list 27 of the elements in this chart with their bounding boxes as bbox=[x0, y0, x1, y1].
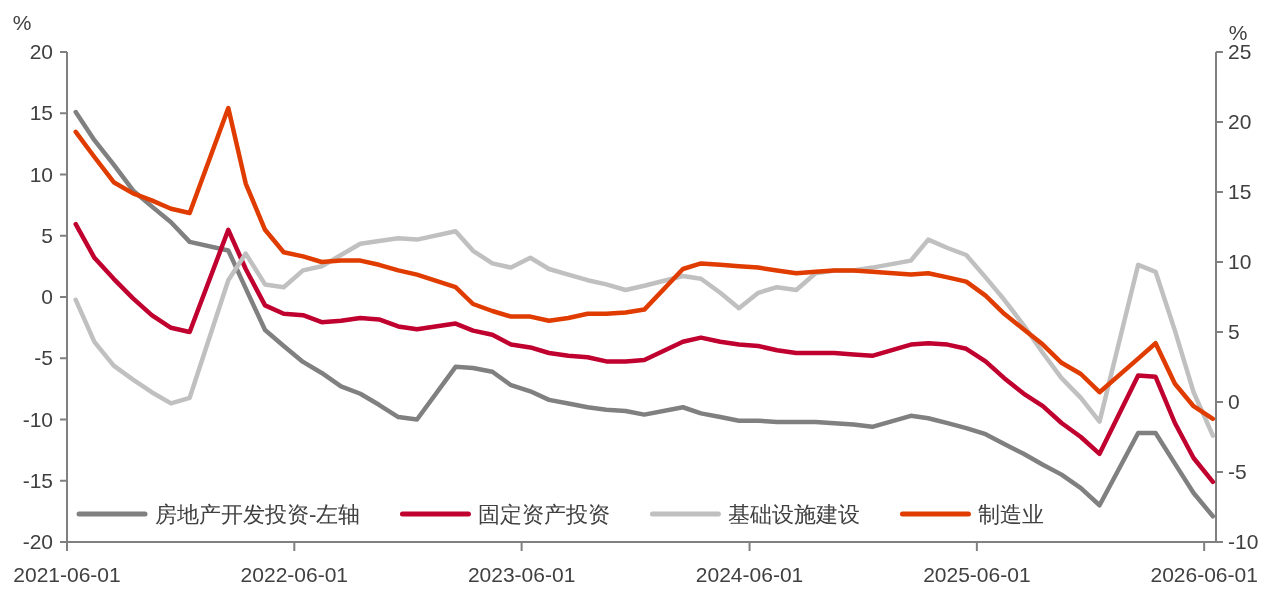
y2-tick-label: 0 bbox=[1228, 390, 1240, 413]
x-tick-label: 2021-06-01 bbox=[13, 563, 121, 586]
x-tick-label: 2024-06-01 bbox=[695, 563, 804, 586]
y-tick-label: 15 bbox=[29, 101, 53, 125]
y-tick-label: 5 bbox=[41, 223, 53, 247]
y2-tick-label: 5 bbox=[1228, 320, 1240, 343]
legend-label: 房地产开发投资-左轴 bbox=[155, 502, 361, 527]
x-tick-label: 2026-06-01 bbox=[1150, 563, 1258, 586]
y-axis-title: % bbox=[12, 11, 32, 34]
x-tick-label: 2022-06-01 bbox=[240, 563, 349, 586]
legend-label: 固定资产投资 bbox=[478, 502, 611, 527]
legend-label: 制造业 bbox=[978, 502, 1045, 527]
y-tick-label: 10 bbox=[29, 162, 53, 186]
x-tick-label: 2023-06-01 bbox=[467, 563, 576, 586]
y2-tick-label: 15 bbox=[1228, 180, 1252, 203]
x-tick-label: 2025-06-01 bbox=[923, 563, 1031, 586]
y2-tick-label: -10 bbox=[1228, 530, 1259, 553]
y-tick-label: -15 bbox=[22, 468, 53, 492]
y-tick-label: 20 bbox=[29, 40, 53, 63]
y-tick-label: -5 bbox=[34, 346, 53, 370]
y2-tick-label: -5 bbox=[1228, 460, 1247, 483]
y-tick-label: -10 bbox=[22, 407, 53, 431]
y2-tick-label: 20 bbox=[1228, 110, 1252, 133]
y-tick-label: -20 bbox=[22, 530, 53, 553]
legend-label: 基础设施建设 bbox=[728, 502, 861, 527]
y-tick-label: 0 bbox=[41, 285, 53, 308]
y2-tick-label: 10 bbox=[1228, 250, 1252, 273]
